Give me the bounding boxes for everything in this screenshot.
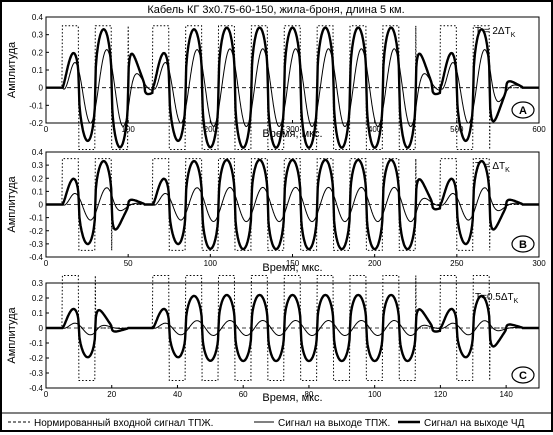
x-tick-label: 0 — [44, 259, 49, 268]
y-tick-label: 0.2 — [32, 174, 44, 183]
period-annotation-sub: K — [514, 298, 519, 305]
x-tick-label: 100 — [121, 125, 135, 134]
series-line-bold — [46, 158, 539, 251]
panel-letter-badge — [511, 366, 535, 384]
x-tick-label: 20 — [107, 390, 116, 399]
y-tick-label: 0.4 — [32, 148, 44, 157]
panel-letter: C — [519, 370, 527, 382]
period-annotation-main: T=0.5ΔT — [475, 292, 514, 303]
y-tick-label: 0.1 — [32, 187, 44, 196]
plot-frame — [45, 16, 540, 124]
period-annotation-main: T = 2ΔT — [475, 26, 511, 37]
legend-label-input: Нормированный входной сигнал ТПЖ. — [34, 418, 213, 429]
x-tick-label: 400 — [368, 125, 382, 134]
series-line-bold — [46, 26, 539, 149]
y-tick-label: 0 — [39, 201, 44, 210]
legend-label-detector: Сигнал на выходе ЧД — [424, 418, 525, 429]
y-tick-label: -0.3 — [29, 240, 43, 249]
y-tick-label: -0.1 — [29, 214, 43, 223]
x-axis-label: Время, мкс. — [262, 262, 322, 274]
y-tick-label: 0.1 — [32, 309, 44, 318]
x-tick-label: 200 — [368, 259, 382, 268]
x-tick-label: 60 — [239, 390, 248, 399]
panel-letter-badge — [511, 101, 535, 119]
series-line-dotted — [46, 25, 539, 150]
x-tick-label: 300 — [532, 259, 546, 268]
series-line-dotted — [46, 158, 539, 251]
panel-A: 0 100 200 300 400 500 600-0.2-0.100.10.20.30.4… — [6, 13, 546, 150]
y-tick-label: 0.1 — [32, 66, 44, 75]
y-tick-label: -0.4 — [29, 253, 43, 262]
panel-letter: B — [519, 239, 527, 251]
y-tick-label: 0.3 — [32, 279, 44, 288]
x-tick-label: 140 — [499, 390, 513, 399]
panel-letter-badge — [511, 235, 535, 253]
x-tick-label: 80 — [304, 390, 313, 399]
panel-C: 0 20 40 60 80 100 120 140 -0.4 -0.3 -0.2 -0.1 0 0.1 0.… — [6, 275, 540, 404]
y-tick-label: 0.3 — [32, 161, 44, 170]
y-tick-label: 0.2 — [32, 294, 44, 303]
panel-B: 0 50 100 150 200 250 300 -0.4 -0.3 -0.2 -0.1 0 0.1 0.… — [6, 148, 546, 274]
y-tick-label: -0.2 — [29, 227, 43, 236]
x-tick-label: 0 — [44, 390, 49, 399]
series-line-bold — [46, 293, 539, 363]
y-tick-label: -0.1 — [29, 339, 43, 348]
period-annotation-main: T = ΔT — [475, 161, 505, 172]
period-annotation: T = ΔTK — [475, 161, 510, 174]
y-tick-label: 0 — [39, 324, 44, 333]
x-tick-label: 600 — [532, 125, 546, 134]
x-tick-label: 50 — [124, 259, 133, 268]
y-tick-label: -0.1 — [29, 101, 43, 110]
x-tick-label: 120 — [434, 390, 448, 399]
y-tick-label: 0.4 — [32, 13, 44, 22]
x-tick-label: 100 — [368, 390, 382, 399]
figure-canvas: Кабель КГ 3х0.75-60-150, жила-броня, дли… — [2, 4, 551, 429]
x-tick-label: 300 — [286, 125, 300, 134]
figure-title: Кабель КГ 3х0.75-60-150, жила-броня, дли… — [147, 4, 404, 16]
y-tick-label: -0.2 — [29, 119, 43, 128]
y-axis-label: Амплитуда — [6, 41, 18, 98]
panel-letter: A — [519, 105, 527, 117]
y-tick-label: -0.4 — [29, 384, 43, 393]
panels: 0 100 200 300 400 500 600-0.2-0.100.10.20.30.4… — [6, 13, 546, 404]
period-annotation-sub: K — [511, 32, 516, 39]
x-tick-label: 250 — [450, 259, 464, 268]
plot-frame — [45, 282, 540, 389]
y-tick-label: 0.2 — [32, 48, 44, 57]
y-tick-label: 0.3 — [32, 31, 44, 40]
x-tick-label: 150 — [286, 259, 300, 268]
y-tick-label: -0.3 — [29, 369, 43, 378]
series-line-dotted — [46, 275, 539, 381]
period-annotation: T = 2ΔTK — [475, 26, 516, 39]
x-axis-label: Время, мкс. — [262, 128, 322, 140]
x-tick-label: 40 — [173, 390, 182, 399]
legend: Нормированный входной сигнал ТПЖ. Сигнал… — [2, 412, 551, 429]
y-tick-label: -0.2 — [29, 354, 43, 363]
y-tick-label: 0 — [39, 84, 44, 93]
y-axis-label: Амплитуда — [6, 175, 18, 232]
period-annotation: T=0.5ΔTK — [475, 292, 519, 305]
x-tick-label: 100 — [204, 259, 218, 268]
legend-label-output: Сигнал на выходе ТПЖ. — [278, 418, 390, 429]
x-tick-label: 0 — [44, 125, 49, 134]
x-axis-label: Время, мкс. — [262, 392, 322, 404]
y-axis-label: Амплитуда — [6, 306, 18, 363]
x-tick-label: 200 — [204, 125, 218, 134]
period-annotation-sub: K — [505, 167, 510, 174]
